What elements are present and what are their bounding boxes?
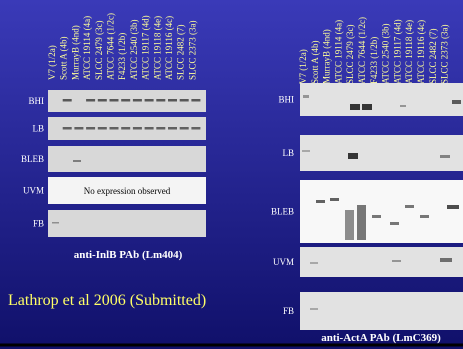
band [133, 127, 142, 130]
lane-label: ATCC 19116 (4c) [416, 20, 426, 84]
band [63, 99, 72, 102]
band [348, 153, 358, 159]
band [110, 99, 119, 102]
slide: anti-InlB PAb (Lm404) anti-ActA PAb (LmC… [0, 0, 463, 349]
band [63, 127, 72, 130]
lane-label: SLCC 2482 (7) [176, 24, 186, 80]
lane-label: V7 (1/2a) [298, 49, 308, 84]
blot [300, 180, 463, 243]
lane-label: ATCC 19117 (4d) [141, 15, 151, 80]
lane-label: Scott A (4b) [310, 40, 320, 84]
band [345, 210, 354, 240]
band [452, 100, 461, 104]
lane-label: ATCC 7644 (1/2c) [106, 13, 116, 80]
band [440, 258, 452, 262]
row-label: BHI [279, 95, 295, 105]
row-label: LB [282, 148, 294, 158]
blot [300, 83, 463, 116]
band [168, 127, 177, 130]
band [180, 127, 189, 130]
row-label: UVM [23, 186, 44, 196]
band [316, 200, 325, 203]
band [73, 160, 81, 162]
lane-label: ATCC 19118 (4e) [152, 16, 162, 80]
right-caption: anti-ActA PAb (LmC369) [321, 332, 441, 344]
blot [48, 146, 206, 172]
band [145, 127, 154, 130]
blot [300, 135, 463, 171]
band [191, 127, 200, 130]
lane-label: SLCC 2479 (3c) [94, 20, 104, 80]
band [302, 150, 310, 152]
lane-label: MurrayB (4nd) [322, 29, 332, 84]
band [310, 308, 318, 310]
blot [48, 210, 206, 237]
band [180, 99, 189, 102]
band [362, 104, 372, 110]
band [390, 222, 399, 225]
band [110, 127, 119, 130]
band [52, 222, 59, 224]
lane-label: ATCC 2540 (3b) [129, 19, 139, 80]
row-label: BLEB [271, 207, 294, 217]
band [303, 95, 309, 98]
row-label: LB [32, 124, 44, 134]
lane-label: V7 (1/2a) [47, 45, 57, 80]
band [86, 127, 95, 130]
row-label: BLEB [21, 154, 44, 164]
band [330, 198, 339, 201]
lane-label: SLCC 2373 (3a) [187, 20, 197, 80]
band [86, 99, 95, 102]
band [440, 155, 450, 158]
lane-label: ATCC 19117 (4d) [392, 19, 402, 84]
citation: Lathrop et al 2006 (Submitted) [8, 292, 206, 309]
band [350, 104, 360, 110]
lane-label: F4233 (1/2b) [117, 33, 127, 80]
band [74, 127, 83, 130]
band [145, 99, 154, 102]
band [98, 99, 107, 102]
lane-label: MurrayB (4nd) [70, 25, 80, 80]
blot [300, 292, 463, 330]
band [357, 205, 366, 240]
band [447, 205, 459, 209]
band [168, 99, 177, 102]
band [156, 127, 165, 130]
band [420, 215, 429, 218]
band [133, 99, 142, 102]
band [372, 215, 381, 218]
band [121, 127, 130, 130]
lane-label: SLCC 2482 (7) [428, 28, 438, 84]
band [98, 127, 107, 130]
lane-label: F4233 (1/2b) [369, 37, 379, 84]
lane-label: ATCC 19114 (4a) [333, 20, 343, 84]
left-caption: anti-InlB PAb (Lm404) [74, 249, 183, 261]
row-label: UVM [273, 257, 294, 267]
lane-label: Scott A (4b) [59, 36, 69, 80]
lane-label: ATCC 19114 (4a) [82, 16, 92, 80]
lane-label: ATCC 19116 (4c) [164, 16, 174, 80]
band [121, 99, 130, 102]
lane-label: SLCC 2373 (3a) [440, 24, 450, 84]
row-label: FB [33, 219, 44, 229]
row-label: FB [283, 306, 294, 316]
lane-label: ATCC 7644 (1/2c) [357, 17, 367, 84]
band [156, 99, 165, 102]
row-label: BHI [29, 96, 45, 106]
band [310, 262, 318, 264]
band [392, 260, 401, 262]
lane-label: ATCC 19118 (4e) [404, 20, 414, 84]
lane-label: SLCC 2479 (3c) [345, 24, 355, 84]
band [405, 205, 414, 208]
blot [300, 247, 463, 277]
band [400, 105, 406, 107]
lane-label: ATCC 2540 (3b) [381, 23, 391, 84]
note: No expression observed [84, 186, 171, 196]
band [191, 99, 200, 102]
